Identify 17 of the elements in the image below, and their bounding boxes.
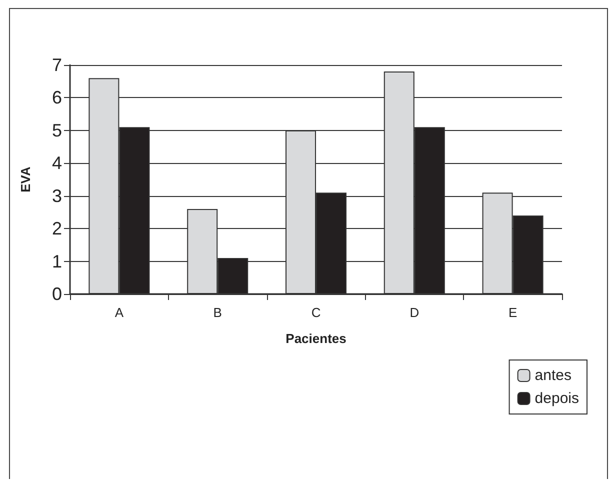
x-tick-label: E xyxy=(508,305,518,320)
y-tick-label: 7 xyxy=(52,55,62,75)
x-tick-label: B xyxy=(213,305,222,320)
legend-label: depois xyxy=(534,390,579,407)
legend-label: antes xyxy=(534,367,572,384)
y-axis-title: EVA xyxy=(18,166,33,192)
y-tick-label: 2 xyxy=(52,218,62,239)
y-tick-label: 1 xyxy=(52,251,62,272)
x-tick-label: A xyxy=(114,305,124,320)
y-tick-label: 4 xyxy=(52,153,62,174)
x-axis-title: Pacientes xyxy=(286,331,346,346)
y-tick-label: 0 xyxy=(52,284,62,304)
y-tick-label: 6 xyxy=(52,88,62,108)
y-tick-label: 5 xyxy=(52,120,62,140)
x-tick-label: D xyxy=(410,305,420,320)
x-tick-label: C xyxy=(311,305,321,320)
y-tick-label: 3 xyxy=(52,186,62,206)
